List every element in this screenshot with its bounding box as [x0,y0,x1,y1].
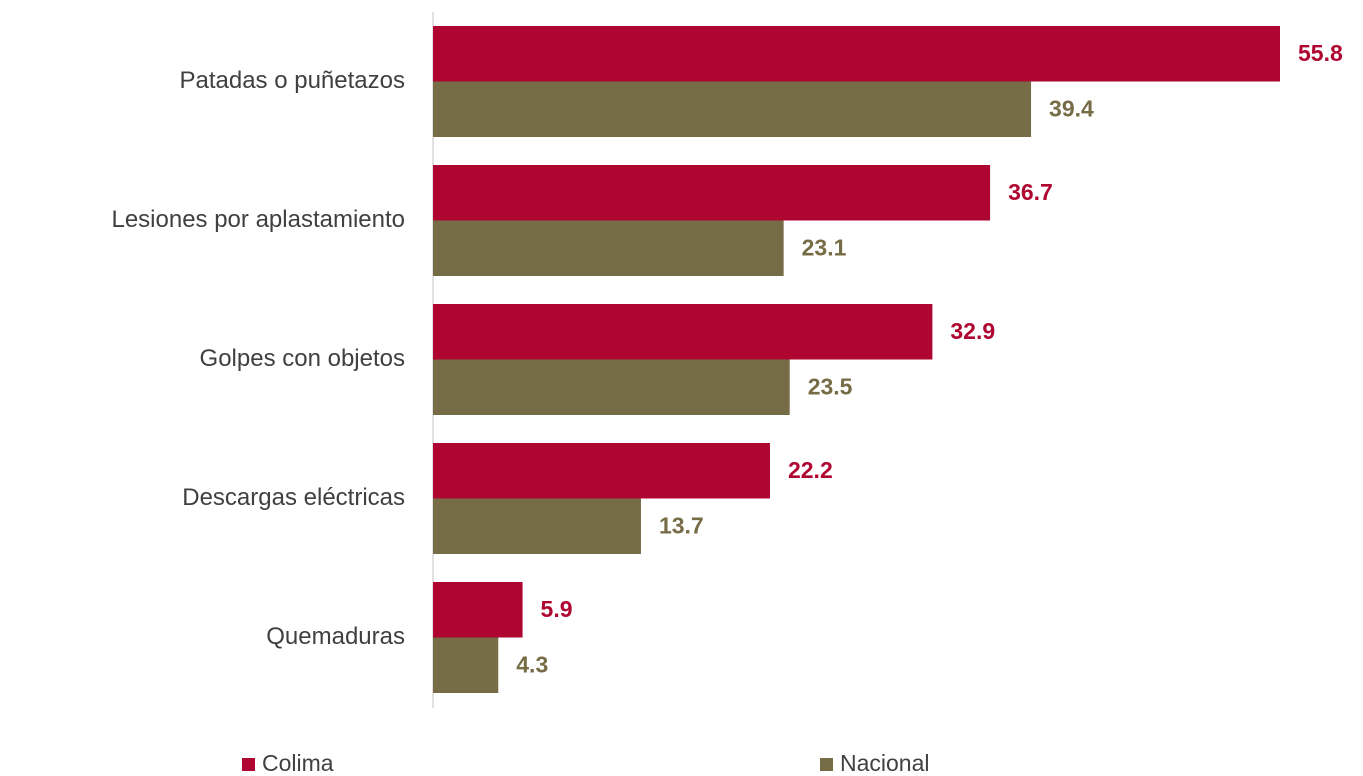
value-label: 39.4 [1049,95,1094,121]
bar [433,26,1280,82]
bar [433,582,523,638]
value-label: 5.9 [541,596,573,622]
legend-swatch [242,758,255,771]
value-label: 23.1 [802,234,847,260]
category-label: Golpes con objetos [200,345,405,372]
legend-label: Nacional [840,750,930,776]
bar [433,220,784,276]
category-label: Descargas eléctricas [182,484,405,511]
legend-label: Colima [262,750,334,776]
value-label: 4.3 [516,651,548,677]
value-label: 55.8 [1298,40,1343,66]
value-label: 22.2 [788,457,833,483]
category-label: Patadas o puñetazos [179,67,405,94]
bar [433,359,790,415]
value-label: 36.7 [1008,179,1053,205]
bar [433,81,1032,137]
value-label: 13.7 [659,512,704,538]
bar [433,637,499,693]
category-label: Quemaduras [266,623,405,650]
value-label: 32.9 [950,318,995,344]
category-label: Lesiones por aplastamiento [111,206,405,233]
bar [433,165,991,221]
bar [433,443,770,499]
bar [433,304,933,360]
legend-swatch [820,758,833,771]
bar [433,498,641,554]
value-label: 23.5 [808,373,853,399]
